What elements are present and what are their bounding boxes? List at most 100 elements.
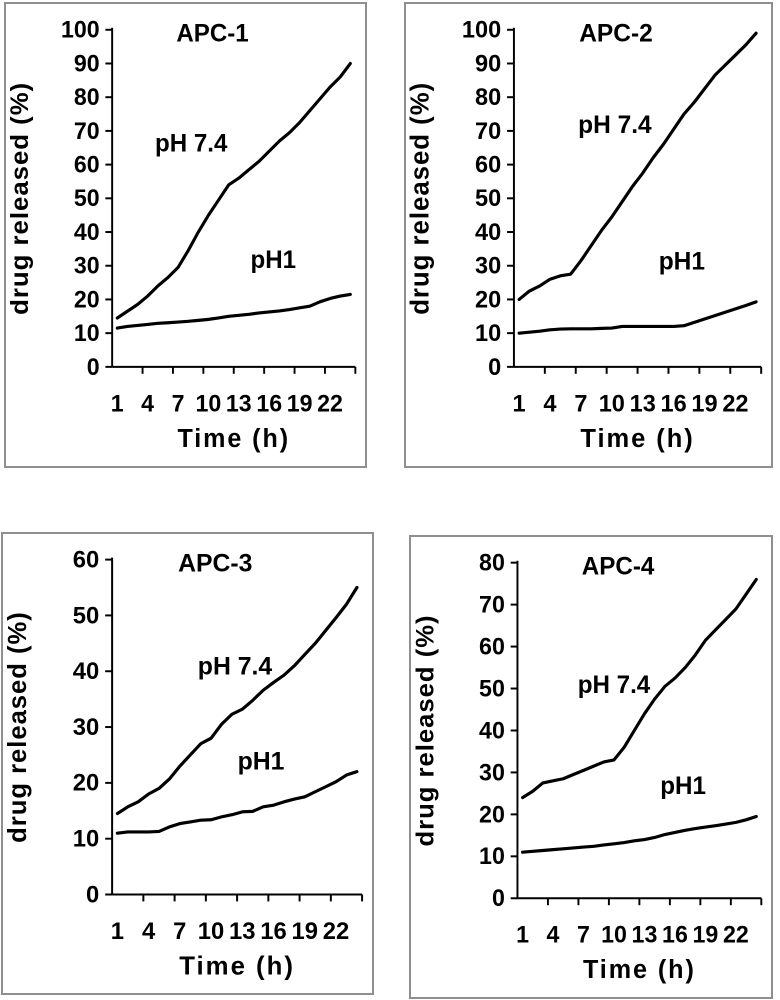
x-tick-label: 4 — [141, 390, 154, 416]
x-axis-title: Time (h) — [583, 956, 696, 984]
x-tick-label: 1 — [513, 391, 526, 417]
x-tick-label: 7 — [574, 391, 587, 417]
x-tick-label: 16 — [260, 919, 286, 945]
series-label-ph74: pH 7.4 — [155, 130, 228, 157]
series-line-ph74 — [115, 585, 359, 816]
x-axis-title: Time (h) — [580, 425, 694, 453]
x-tick-label: 10 — [196, 390, 222, 416]
y-tick-label: 10 — [479, 843, 505, 869]
y-tick-label: 80 — [475, 85, 501, 111]
y-tick-label: 80 — [479, 549, 505, 575]
x-tick-label: 7 — [577, 922, 590, 948]
y-tick-label: 40 — [479, 717, 505, 743]
x-tick-label: 19 — [287, 390, 313, 416]
y-tick-label: 20 — [475, 287, 501, 313]
series-label-ph1: pH1 — [659, 248, 706, 275]
y-tick-label: 70 — [479, 591, 505, 617]
x-tick-label: 4 — [547, 922, 560, 948]
y-tick-label: 90 — [475, 51, 501, 77]
y-axis-title: drug released (%) — [407, 82, 435, 315]
y-tick-label: 100 — [462, 18, 501, 44]
chart-title: APC-4 — [582, 553, 655, 580]
y-tick-label: 10 — [73, 827, 99, 853]
x-axis-title: Time (h) — [179, 952, 295, 980]
series-line-ph1 — [517, 300, 758, 335]
y-tick-label: 40 — [475, 220, 501, 246]
y-tick-label: 50 — [73, 603, 99, 629]
x-tick-label: 10 — [601, 922, 627, 948]
x-tick-label: 13 — [630, 391, 656, 417]
y-tick-label: 70 — [74, 118, 100, 144]
y-tick-label: 30 — [73, 715, 99, 741]
chart-panel-apc-3: APC-3 0 10 20 30 40 50 60 1 4 7 10 13 16 19 22 Time (h) d… — [1, 532, 374, 995]
chart-panel-apc-4: APC-4 0 10 20 30 40 50 60 70 80 1 4 7 10 13 16 19 22 Time … — [409, 535, 773, 999]
x-tick-label: 19 — [292, 919, 318, 945]
series-line-ph1 — [115, 292, 352, 330]
x-tick-label: 13 — [226, 390, 252, 416]
series-label-ph74: pH 7.4 — [578, 672, 651, 699]
y-tick-label: 10 — [74, 320, 100, 346]
y-tick-label: 60 — [475, 152, 501, 178]
x-tick-label: 1 — [516, 922, 529, 948]
series-label-ph1: pH1 — [238, 748, 285, 775]
chart-title: APC-3 — [178, 551, 252, 578]
x-tick-label: 16 — [661, 391, 687, 417]
series-label-ph1: pH1 — [660, 773, 706, 800]
y-tick-label: 50 — [74, 185, 100, 211]
chart-panel-apc-1: APC-1 0 10 20 30 40 50 60 70 80 90 100 1 4 7 10 13 16 19 22… — [4, 2, 367, 468]
series-label-ph1: pH1 — [250, 247, 296, 274]
y-axis-title: drug released (%) — [6, 82, 34, 315]
y-axis-title: drug released (%) — [4, 611, 32, 843]
x-tick-label: 16 — [256, 390, 282, 416]
x-axis-title: Time (h) — [177, 425, 290, 453]
y-tick-label: 100 — [61, 16, 100, 42]
x-tick-label: 13 — [229, 919, 255, 945]
y-tick-label: 60 — [74, 151, 100, 177]
y-tick-label: 20 — [74, 286, 100, 312]
series-line-ph74 — [521, 577, 758, 800]
y-tick-label: 20 — [479, 801, 505, 827]
x-tick-label: 22 — [722, 391, 748, 417]
x-tick-label: 16 — [662, 922, 688, 948]
chart-panel-apc-2: APC-2 0 10 20 30 40 50 60 70 80 90 100 1 4 7 10 13 16 19 22… — [404, 2, 773, 468]
y-tick-label: 10 — [475, 321, 501, 347]
x-tick-label: 13 — [632, 922, 658, 948]
y-tick-label: 50 — [475, 186, 501, 212]
y-tick-label: 90 — [74, 50, 100, 76]
x-tick-label: 7 — [172, 390, 185, 416]
x-tick-label: 22 — [723, 922, 749, 948]
y-tick-label: 30 — [479, 759, 505, 785]
y-tick-label: 70 — [475, 119, 501, 145]
y-tick-label: 0 — [87, 354, 100, 380]
series-line-ph1 — [521, 814, 758, 854]
y-tick-label: 30 — [74, 252, 100, 278]
y-tick-label: 60 — [73, 548, 99, 574]
y-tick-label: 0 — [86, 882, 99, 908]
y-tick-label: 20 — [73, 771, 99, 797]
y-axis-title: drug released (%) — [411, 614, 439, 846]
chart-title: APC-1 — [176, 20, 248, 47]
y-tick-label: 30 — [475, 254, 501, 280]
y-tick-label: 40 — [73, 659, 99, 685]
series-line-ph74 — [115, 61, 352, 320]
x-tick-label: 7 — [173, 919, 186, 945]
y-tick-label: 0 — [488, 355, 501, 381]
series-label-ph74: pH 7.4 — [578, 112, 652, 139]
series-line-ph74 — [517, 31, 758, 302]
x-tick-label: 1 — [111, 919, 124, 945]
x-tick-label: 22 — [323, 919, 349, 945]
x-tick-label: 4 — [142, 919, 156, 945]
x-tick-label: 19 — [691, 391, 717, 417]
series-label-ph74: pH 7.4 — [198, 654, 273, 681]
y-tick-label: 60 — [479, 633, 505, 659]
x-tick-label: 10 — [599, 391, 625, 417]
chart-title: APC-2 — [579, 21, 653, 48]
y-tick-label: 40 — [74, 219, 100, 245]
series-line-ph1 — [115, 770, 359, 835]
x-tick-label: 1 — [111, 390, 124, 416]
